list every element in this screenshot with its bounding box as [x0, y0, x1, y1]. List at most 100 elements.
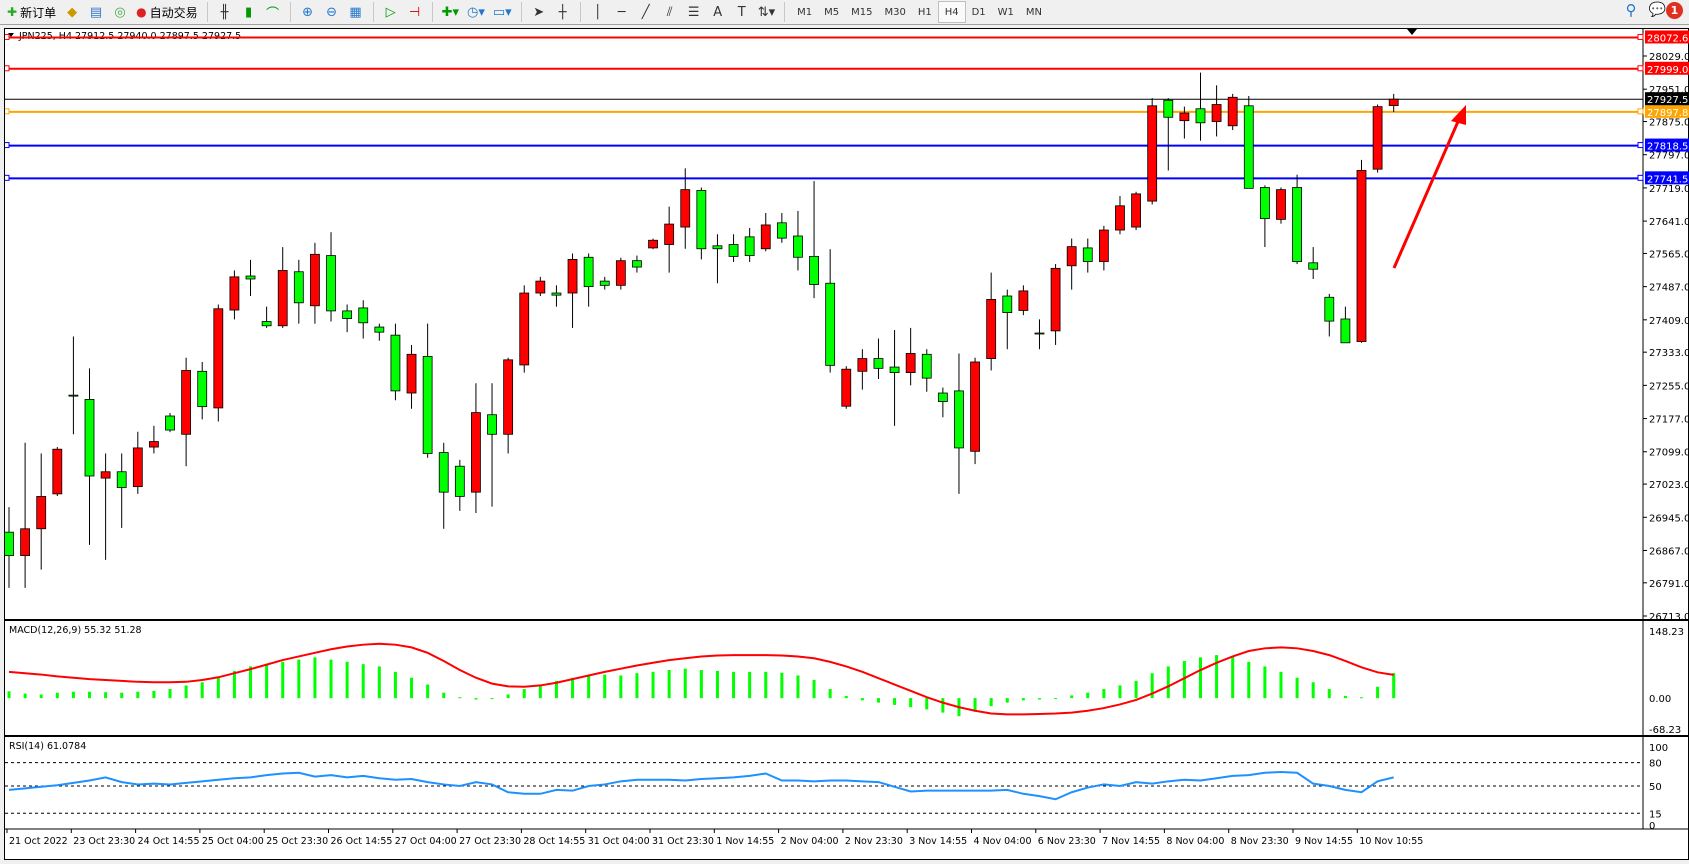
- macd-histogram-bar: [297, 659, 301, 699]
- timeframe-m30[interactable]: M30: [884, 6, 906, 18]
- chart-shift-marker-icon: [1407, 29, 1417, 35]
- macd-histogram-bar: [426, 684, 430, 699]
- timeframe-m5[interactable]: M5: [824, 6, 840, 18]
- trendline-icon[interactable]: ╱: [641, 4, 650, 20]
- macd-histogram-bar: [941, 698, 945, 713]
- candle-body: [326, 255, 336, 312]
- text-label-icon[interactable]: T: [737, 4, 746, 20]
- macd-histogram-bar: [1086, 692, 1090, 699]
- price-tick-label: 28029.0: [1649, 52, 1689, 63]
- candle-body: [100, 471, 111, 479]
- candle-body: [793, 235, 803, 258]
- macd-histogram-bar: [152, 690, 156, 699]
- timeframe-m1[interactable]: M1: [797, 6, 813, 18]
- candle-body: [889, 366, 900, 373]
- timeframe-h4[interactable]: H4: [937, 1, 966, 23]
- price-level-label: 27818.5: [1647, 142, 1688, 153]
- macd-histogram-bar: [136, 691, 140, 699]
- templates-icon[interactable]: ▭▾: [492, 4, 512, 20]
- macd-histogram-bar: [474, 698, 478, 700]
- auto-trading-button[interactable]: ● 自动交易: [133, 1, 201, 23]
- toolbar: ✚ 新订单 ◆ ▤ ◎ ● 自动交易 ╫ ▮ ⌒ ⊕ ⊖ ▦ ▷ ⊣ ✚▾ ◷▾ ▭…: [0, 0, 1689, 25]
- signal-icon[interactable]: ◎: [114, 4, 126, 20]
- time-label: 21 Oct 2022: [9, 836, 68, 847]
- chart-window[interactable]: JPN225, H4 27912.5 27940.0 27897.5 27927…: [3, 28, 1689, 861]
- zoom-out-icon[interactable]: ⊖: [326, 4, 338, 20]
- line-handle: [1637, 33, 1644, 40]
- vertical-line-icon[interactable]: │: [593, 4, 602, 20]
- indicators-icon[interactable]: ✚▾: [441, 4, 459, 20]
- candle-body: [68, 394, 79, 397]
- macd-histogram-bar: [522, 689, 526, 699]
- candle-body: [261, 321, 272, 327]
- chart-canvas[interactable]: JPN225, H4 27912.5 27940.0 27897.5 27927…: [3, 29, 1689, 861]
- notifications-icon[interactable]: 💬 1: [1649, 1, 1683, 19]
- line-chart-icon[interactable]: ⌒: [266, 6, 280, 22]
- candle-body: [454, 465, 465, 497]
- horizontal-line-icon[interactable]: ─: [617, 4, 626, 20]
- price-level-label: 27741.5: [1647, 174, 1688, 185]
- candle-body: [52, 448, 63, 495]
- macd-histogram-bar: [764, 671, 768, 699]
- periods-clock-icon[interactable]: ◷▾: [467, 4, 485, 20]
- equidistant-channel-icon[interactable]: ⫽: [666, 4, 673, 20]
- macd-histogram-bar: [876, 698, 880, 703]
- rsi-tick-label: 80: [1649, 759, 1662, 770]
- time-label: 9 Nov 14:55: [1295, 836, 1353, 847]
- line-handle: [1637, 65, 1644, 72]
- candle-body: [1050, 267, 1061, 332]
- rsi-tick-label: 0: [1649, 821, 1655, 832]
- macd-histogram-bar: [1343, 695, 1347, 699]
- time-label: 7 Nov 14:55: [1102, 836, 1160, 847]
- new-order-button[interactable]: ✚ 新订单: [4, 1, 59, 23]
- macd-histogram-bar: [216, 677, 220, 699]
- macd-histogram-bar: [361, 664, 365, 699]
- bar-chart-icon[interactable]: ╫: [220, 4, 229, 20]
- candle-body: [1243, 105, 1254, 189]
- market-watch-icon[interactable]: ◆: [67, 4, 78, 20]
- candle-body: [84, 399, 95, 477]
- candlestick-chart-icon[interactable]: ▮: [245, 4, 253, 20]
- navigator-icon[interactable]: ▤: [89, 4, 103, 20]
- candle-body: [487, 414, 497, 435]
- chart-shift-icon[interactable]: ⊣: [408, 4, 421, 20]
- tile-windows-icon[interactable]: ▦: [349, 4, 362, 20]
- price-level-label: 27897.8: [1647, 108, 1688, 119]
- timeframe-mn[interactable]: MN: [1025, 6, 1043, 18]
- arrows-icon[interactable]: ⇅▾: [757, 4, 776, 20]
- autoscroll-icon[interactable]: ▷: [385, 4, 396, 20]
- zoom-in-icon[interactable]: ⊕: [302, 4, 314, 20]
- fibonacci-icon[interactable]: ☰: [687, 4, 700, 20]
- macd-histogram-bar: [1247, 661, 1251, 699]
- candle-body: [615, 260, 626, 286]
- candle-body: [149, 441, 159, 448]
- candle-body: [1115, 205, 1125, 231]
- new-order-label: 新订单: [20, 5, 57, 20]
- candle-body: [599, 280, 610, 286]
- macd-histogram-bar: [120, 692, 124, 699]
- macd-histogram-bar: [925, 698, 929, 710]
- divider: [372, 2, 374, 22]
- time-label: 24 Oct 14:55: [138, 836, 200, 847]
- timeframe-d1[interactable]: D1: [971, 6, 986, 18]
- crosshair-icon[interactable]: ┼: [558, 4, 567, 20]
- cursor-icon[interactable]: ➤: [533, 4, 545, 20]
- red-arrow-head-icon: [1451, 105, 1466, 125]
- candle-body: [471, 412, 481, 493]
- line-handle: [1637, 174, 1644, 181]
- timeframe-w1[interactable]: W1: [997, 6, 1014, 18]
- rsi-line: [8, 770, 1394, 801]
- macd-histogram-bar: [844, 695, 848, 699]
- macd-tick-label: -68.23: [1649, 725, 1681, 736]
- candle-body: [181, 370, 192, 435]
- candle-body: [1227, 96, 1238, 127]
- rsi-tick-label: 15: [1649, 809, 1662, 820]
- macd-histogram-bar: [893, 698, 897, 705]
- macd-histogram-bar: [554, 680, 558, 699]
- search-icon[interactable]: ⚲: [1625, 1, 1637, 19]
- text-icon[interactable]: A: [713, 4, 723, 20]
- timeframe-m15[interactable]: M15: [851, 6, 873, 18]
- macd-histogram-bar: [732, 671, 736, 699]
- price-tick-label: 27641.0: [1649, 217, 1689, 228]
- timeframe-h1[interactable]: H1: [917, 6, 932, 18]
